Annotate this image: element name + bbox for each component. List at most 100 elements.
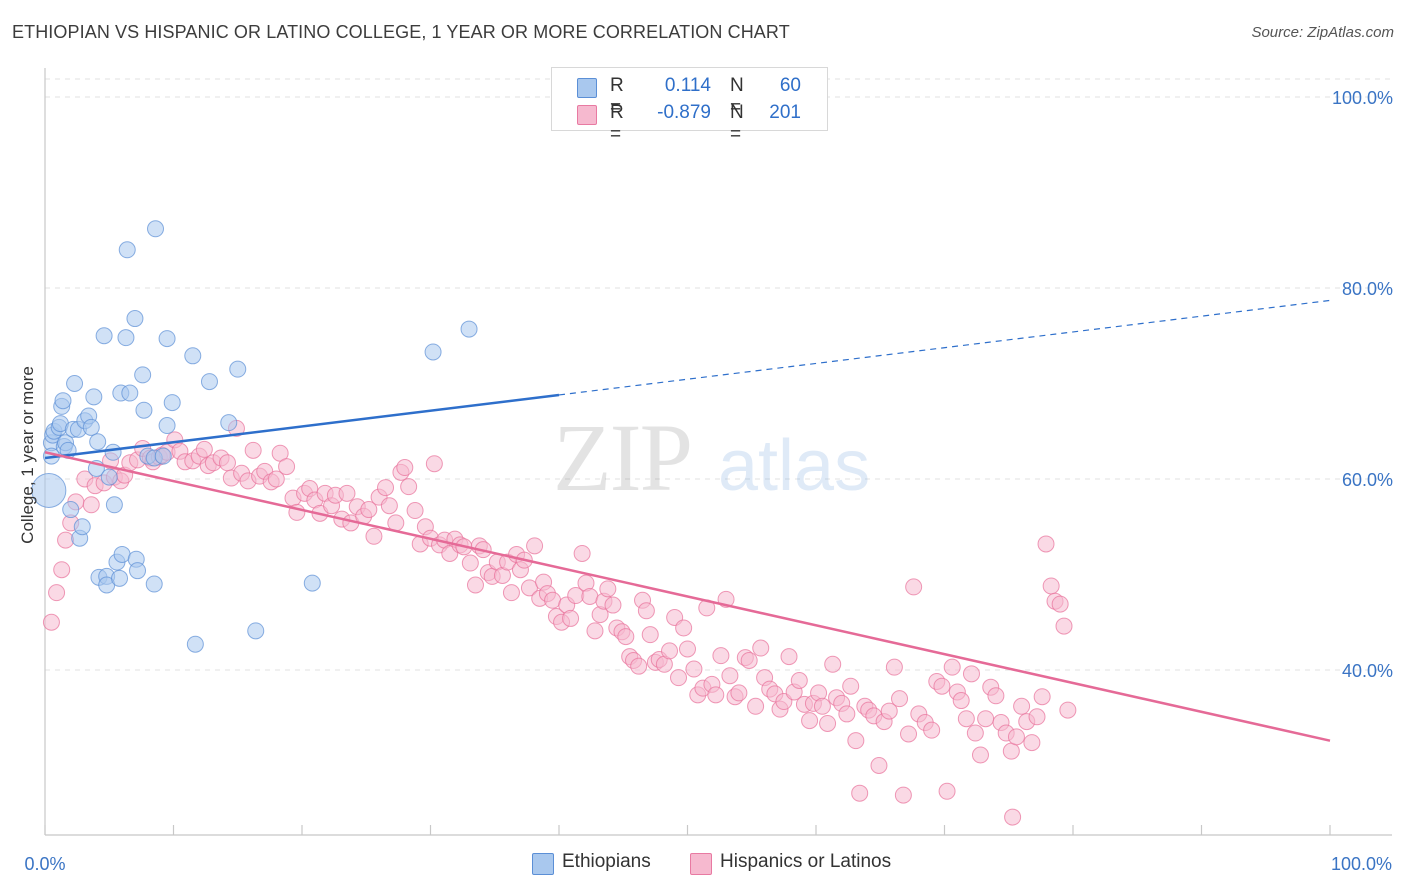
hispanic-point: [526, 537, 544, 555]
hispanic-point: [661, 642, 679, 660]
hispanic-point: [244, 441, 262, 459]
legend-n-value: 60: [779, 75, 801, 96]
hispanic-point: [847, 732, 865, 750]
ethiopian-point: [118, 241, 136, 259]
ethiopian-point: [184, 347, 202, 365]
ethiopian-point: [158, 417, 176, 435]
ethiopian-point: [200, 373, 218, 391]
hispanic-point: [938, 782, 956, 800]
ethiopian-point: [220, 414, 238, 432]
hispanic-point: [630, 657, 648, 675]
chart-title: ETHIOPIAN VS HISPANIC OR LATINO COLLEGE,…: [12, 22, 790, 42]
hispanic-point: [360, 501, 378, 519]
hispanic-trend-line: [44, 451, 1331, 742]
ethiopian-point: [89, 433, 107, 451]
ethiopian-point: [62, 501, 80, 519]
legend-r-label: R =: [610, 75, 624, 118]
hispanic-point: [971, 746, 989, 764]
hispanic-point: [617, 628, 635, 646]
hispanic-point: [957, 710, 975, 728]
hispanic-point: [377, 479, 395, 497]
hispanic-point: [195, 440, 213, 458]
hispanic-point: [581, 587, 599, 605]
ethiopian-point: [54, 392, 72, 410]
hispanic-point: [842, 677, 860, 695]
hispanic-point: [406, 502, 424, 520]
hispanic-point: [675, 619, 693, 637]
watermark: ZIP atlas: [553, 404, 870, 511]
hispanic-point: [82, 496, 100, 514]
legend-r-value: 0.114: [664, 75, 711, 96]
hispanic-point: [1007, 728, 1025, 746]
ethiopian-point: [147, 220, 165, 238]
ethiopian-point: [126, 310, 144, 328]
ethiopian-point: [303, 574, 321, 592]
hispanic-point: [752, 639, 770, 657]
hispanic-point: [573, 544, 591, 562]
hispanic-point: [461, 554, 479, 572]
hispanic-point: [218, 454, 236, 472]
hispanic-point: [1004, 808, 1022, 826]
hispanic-point: [396, 459, 414, 477]
hispanic-point: [923, 721, 941, 739]
hispanic-point: [425, 455, 443, 473]
hispanic-point: [740, 651, 758, 669]
legend-r-label: R =: [610, 102, 624, 145]
ethiopian-point: [95, 327, 113, 345]
y-tick-label: 80.0%: [1342, 279, 1393, 299]
legend-swatch-hispanics: [690, 853, 712, 875]
hispanic-point: [1037, 535, 1055, 553]
hispanic-point: [604, 596, 622, 614]
hispanic-point: [891, 690, 909, 708]
ethiopian-point: [135, 401, 153, 419]
ethiopian-point: [117, 329, 135, 347]
hispanic-point: [880, 702, 898, 720]
hispanic-point: [1042, 577, 1060, 595]
watermark-atlas: atlas: [718, 426, 870, 506]
y-tick-label: 40.0%: [1342, 661, 1393, 681]
hispanic-point: [53, 561, 71, 579]
ethiopian-point: [66, 375, 84, 392]
hispanic-point: [544, 591, 562, 609]
hispanic-point: [801, 712, 819, 730]
stats-legend: R = 0.114 N = 60 R = -0.879 N = 201: [551, 67, 828, 145]
hispanic-point: [933, 677, 951, 695]
hispanic-point: [599, 580, 617, 598]
legend-n-label: N =: [730, 75, 744, 118]
hispanic-point: [42, 613, 60, 631]
legend-n-value: 201: [769, 102, 801, 123]
ethiopian-point: [154, 447, 172, 465]
hispanic-point: [586, 622, 604, 640]
ethiopian-point: [111, 569, 129, 587]
y-tick-label: 60.0%: [1342, 470, 1393, 490]
hispanic-point: [502, 584, 520, 602]
hispanic-point: [380, 497, 398, 515]
hispanic-point: [1051, 595, 1069, 613]
ethiopian-point: [129, 562, 147, 580]
ethiopian-point: [121, 384, 139, 402]
watermark-zip: ZIP: [553, 404, 691, 511]
hispanic-point: [685, 660, 703, 678]
hispanic-point: [905, 578, 923, 596]
hispanic-point: [747, 697, 765, 715]
ethiopian-point: [186, 635, 204, 653]
ethiopian-point: [134, 366, 152, 384]
hispanic-point: [730, 684, 748, 702]
hispanic-point: [987, 687, 1005, 705]
ethiopian-point: [460, 320, 478, 338]
ethiopian-point: [158, 330, 176, 348]
hispanic-point: [943, 658, 961, 676]
x-tick-labels: 0.0% 100.0%: [24, 854, 1392, 874]
legend-label-ethiopians: Ethiopians: [562, 851, 651, 872]
ethiopian-point: [163, 394, 181, 412]
hispanic-point: [278, 458, 296, 476]
hispanic-point: [780, 648, 798, 666]
hispanic-point: [1002, 742, 1020, 760]
hispanic-point: [813, 697, 831, 715]
legend-swatch-ethiopians: [577, 78, 597, 98]
hispanic-point: [641, 626, 659, 644]
hispanic-point: [790, 672, 808, 690]
hispanic-point: [824, 655, 842, 673]
hispanic-point: [400, 478, 418, 496]
